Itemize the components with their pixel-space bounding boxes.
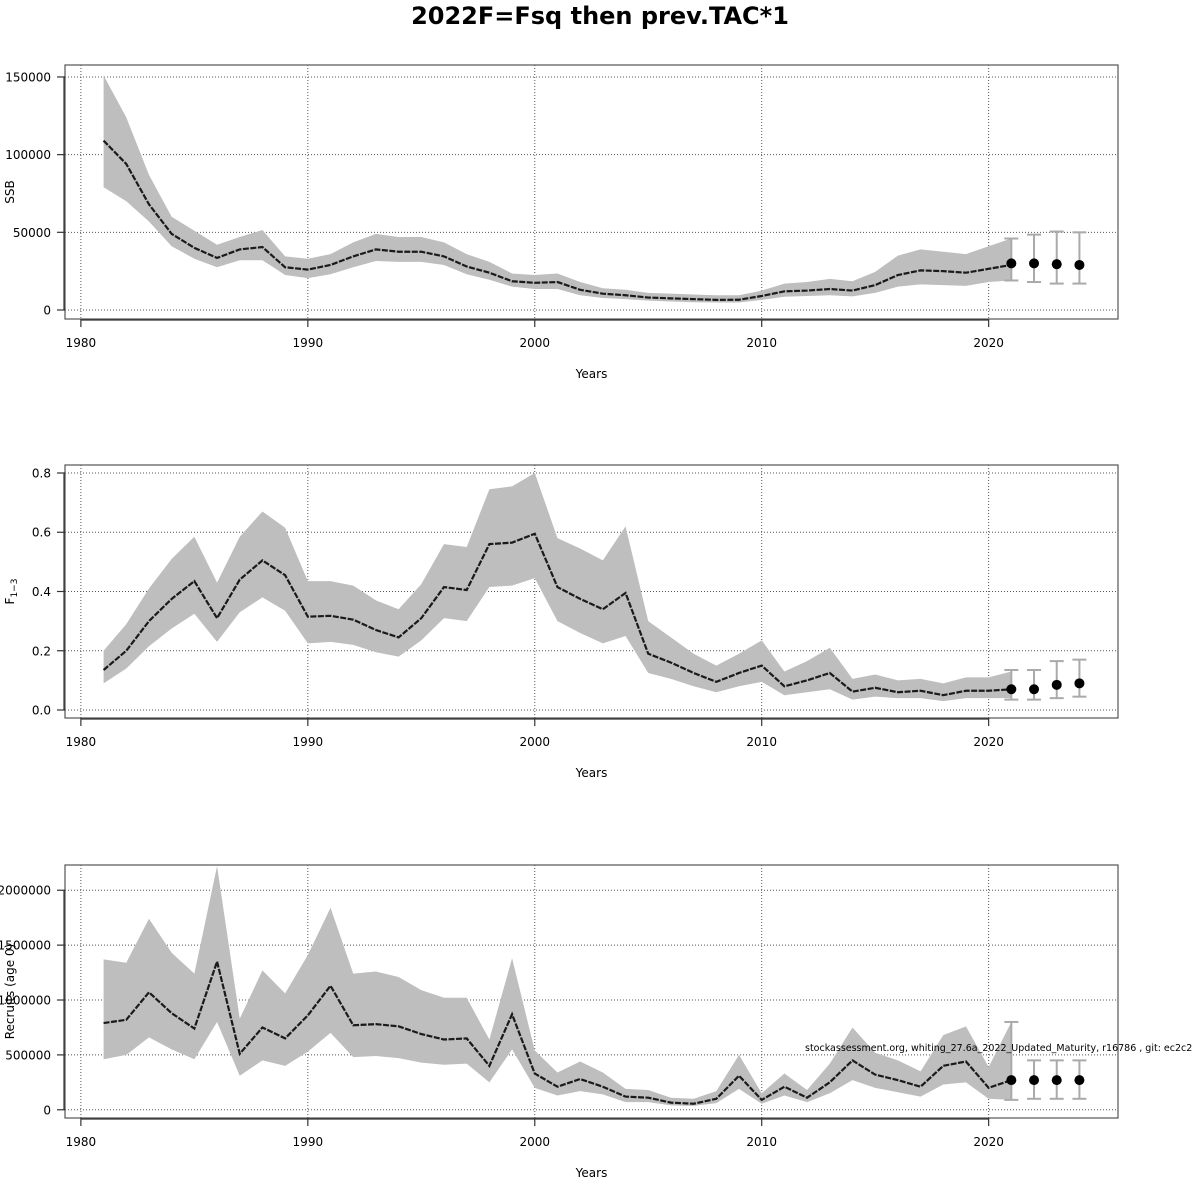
- y-tick-label: 0.6: [32, 526, 51, 540]
- x-tick-label: 2010: [746, 1135, 777, 1149]
- source-annotation: stockassessment.org, whiting_27.6a_2022_…: [805, 1043, 1192, 1054]
- y-tick-label: 1500000: [0, 939, 51, 953]
- confidence-band: [103, 866, 1012, 1106]
- y-axis-title-text: Recruits (age 0): [3, 944, 17, 1040]
- x-tick-label: 2010: [746, 336, 777, 350]
- panel-3: 1980 1990 2000 2010 2020 Years 0 500000 1000000 1…: [0, 864, 1119, 1180]
- projection-point: [1029, 1075, 1040, 1086]
- plot-frame: [64, 864, 1119, 1119]
- projection-point: [1051, 679, 1062, 690]
- panel-1: 1980 1990 2000 2010 2020 Years 0 50000 100000 150…: [3, 64, 1119, 381]
- x-tick-label: 1990: [293, 1135, 324, 1149]
- x-tick-label: 2020: [973, 336, 1004, 350]
- confidence-band: [103, 75, 1012, 303]
- y-tick-label: 150000: [5, 70, 51, 84]
- y-tick-label: 0.4: [32, 585, 51, 599]
- x-tick-label: 1990: [293, 735, 324, 749]
- y-axis-title-subscript: 1−3: [10, 579, 20, 598]
- x-tick-label: 1980: [66, 336, 97, 350]
- median-line: [103, 957, 1012, 1105]
- projection-point: [1074, 259, 1085, 270]
- y-tick-label: 2000000: [0, 884, 51, 898]
- y-axis-title-text: F: [3, 597, 17, 604]
- y-tick-label: 0.8: [32, 466, 51, 480]
- median-line: [102, 139, 1012, 301]
- median-line: [102, 532, 1012, 697]
- x-tick-label: 1980: [66, 735, 97, 749]
- y-tick-label: 0.0: [32, 704, 51, 718]
- y-axis-title: F1−3: [3, 579, 20, 605]
- x-tick-label: 2020: [973, 735, 1004, 749]
- y-axis-title: SSB: [3, 180, 17, 203]
- projection-point: [1074, 1075, 1085, 1086]
- x-axis-title: Years: [575, 367, 608, 381]
- projection-point: [1006, 258, 1017, 269]
- y-tick-label: 0.2: [32, 644, 51, 658]
- x-axis-title: Years: [575, 766, 608, 780]
- x-tick-label: 2020: [973, 1135, 1004, 1149]
- y-tick-label: 1000000: [0, 994, 51, 1008]
- x-tick-label: 2000: [519, 1135, 550, 1149]
- x-tick-label: 1980: [66, 1135, 97, 1149]
- plot-frame: [64, 64, 1119, 320]
- projection-point: [1006, 684, 1017, 695]
- chart-title: 2022F=Fsq then prev.TAC*1: [411, 2, 789, 30]
- projection-point: [1029, 258, 1040, 269]
- x-tick-label: 2000: [519, 336, 550, 350]
- projection-point: [1051, 1075, 1062, 1086]
- projection-point: [1051, 259, 1062, 270]
- y-tick-label: 100000: [5, 148, 51, 162]
- x-tick-label: 2010: [746, 735, 777, 749]
- projection-point: [1029, 684, 1040, 695]
- x-axis-title: Years: [575, 1166, 608, 1180]
- x-tick-label: 2000: [519, 735, 550, 749]
- y-tick-label: 0: [43, 1103, 51, 1117]
- projection-point: [1006, 1075, 1017, 1086]
- y-tick-label: 500000: [5, 1048, 51, 1062]
- x-tick-label: 1990: [293, 336, 324, 350]
- panel-2: 1980 1990 2000 2010 2020 Years 0.0 0.2 0.4 0.6 0.8…: [3, 464, 1119, 780]
- y-tick-label: 50000: [13, 226, 51, 240]
- y-tick-label: 0: [43, 303, 51, 317]
- projection-point: [1074, 678, 1085, 689]
- y-axis-title: Recruits (age 0): [3, 944, 17, 1040]
- y-axis-title-text: SSB: [3, 180, 17, 203]
